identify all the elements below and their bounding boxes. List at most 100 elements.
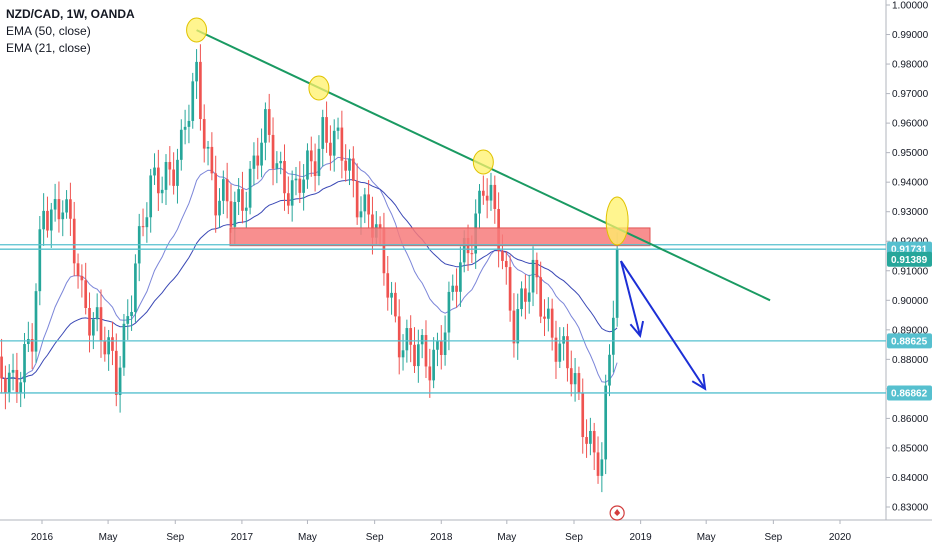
candle-body (413, 344, 416, 367)
candle-body (107, 337, 110, 355)
candle-body (508, 267, 512, 311)
x-tick-label: 2020 (829, 532, 852, 543)
candle-body (286, 193, 290, 206)
ema21-label[interactable]: EMA (21, close) (6, 41, 91, 55)
candle-body (103, 340, 107, 355)
candle-body (420, 335, 424, 345)
projection-arrow (620, 260, 642, 336)
canada-flag-event-icon[interactable] (609, 505, 625, 521)
candle-body (229, 201, 233, 227)
y-tick-label: 0.94000 (892, 178, 929, 189)
x-tick-label: 2016 (31, 532, 54, 543)
candle-body (15, 369, 19, 393)
x-tick-label: May (497, 532, 516, 543)
y-tick-label: 1.00000 (892, 1, 929, 12)
candle-body (195, 61, 198, 82)
candle-body (149, 175, 153, 218)
y-tick-label: 0.95000 (892, 148, 929, 159)
candle-body (566, 336, 569, 369)
candle-body (187, 120, 191, 127)
y-tick-label: 0.88000 (892, 355, 929, 366)
x-tick-label: Sep (166, 532, 184, 543)
candle-body (92, 319, 95, 336)
candle-body (72, 218, 76, 264)
highlighted-high-marker (308, 75, 330, 101)
candle-body (302, 179, 305, 193)
y-tick-label: 0.96000 (892, 119, 929, 130)
candle-body (157, 167, 160, 194)
candle-body (443, 332, 447, 355)
candle-body (256, 155, 260, 166)
candle-body (527, 292, 531, 302)
y-tick-label: 0.98000 (892, 60, 929, 71)
candle-body (604, 385, 608, 460)
x-tick-label: May (697, 532, 716, 543)
candle-body (222, 179, 225, 201)
candle-body (0, 356, 3, 379)
candle-body (451, 285, 455, 292)
ema21-line (1, 156, 618, 383)
candle-body (191, 81, 195, 121)
candle-body (111, 337, 114, 351)
candle-body (535, 259, 539, 278)
candle-body (279, 160, 283, 164)
candle-body (608, 354, 611, 386)
y-tick-label: 0.99000 (892, 30, 929, 41)
candle-body (524, 288, 527, 302)
candle-body (176, 159, 179, 186)
candle-body (332, 130, 336, 156)
candle-body (233, 201, 237, 227)
candle-body (405, 328, 409, 351)
candle-body (592, 430, 596, 453)
y-tick-label: 0.86000 (892, 414, 929, 425)
candle-body (179, 129, 183, 160)
candle-body (615, 248, 619, 318)
candle-body (554, 337, 558, 362)
candle-body (585, 437, 588, 444)
candle-body (271, 134, 275, 169)
x-tick-label: 2017 (231, 532, 254, 543)
candle-body (355, 180, 359, 218)
symbol-title[interactable]: NZD/CAD, 1W, OANDA (6, 7, 135, 21)
candle-body (340, 127, 344, 161)
candle-body (359, 211, 363, 218)
candle-body (61, 212, 65, 220)
candle-body (317, 148, 321, 176)
highlighted-high-marker (605, 196, 629, 246)
candle-body (19, 382, 23, 393)
candle-body (455, 285, 458, 292)
candle-body (382, 228, 386, 274)
time-axis[interactable]: 2016 May Sep 2017 May Sep 2018 May Sep 2019 May Sep… (31, 520, 852, 543)
candle-body (520, 288, 523, 310)
candle-body (558, 343, 562, 362)
horizontal-levels (0, 244, 886, 394)
candle-body (589, 430, 592, 444)
candle-body (206, 146, 210, 149)
candle-body (168, 162, 172, 170)
candle-body (344, 160, 348, 171)
candle-body (34, 291, 38, 352)
candle-body (501, 251, 504, 261)
price-tag-label: 0.86862 (891, 388, 928, 399)
candle-body (539, 277, 543, 317)
candle-body (84, 280, 88, 308)
x-tick-label: May (99, 532, 118, 543)
candle-body (298, 178, 302, 193)
candle-body (531, 259, 535, 293)
candle-body (267, 109, 271, 135)
candle-body (428, 366, 432, 381)
candle-body (432, 349, 435, 381)
candle-body (550, 308, 554, 338)
candle-body (225, 179, 229, 202)
candle-body (569, 368, 573, 385)
candle-body (76, 263, 80, 276)
grid-lines (0, 0, 932, 521)
candle-body (11, 369, 15, 373)
ema50-label[interactable]: EMA (50, close) (6, 24, 91, 38)
candle-body (57, 199, 61, 220)
candle-body (313, 161, 317, 176)
candle-body (172, 169, 175, 186)
price-tag-label: 0.88625 (891, 336, 928, 347)
resistance-zone-box (229, 227, 651, 247)
